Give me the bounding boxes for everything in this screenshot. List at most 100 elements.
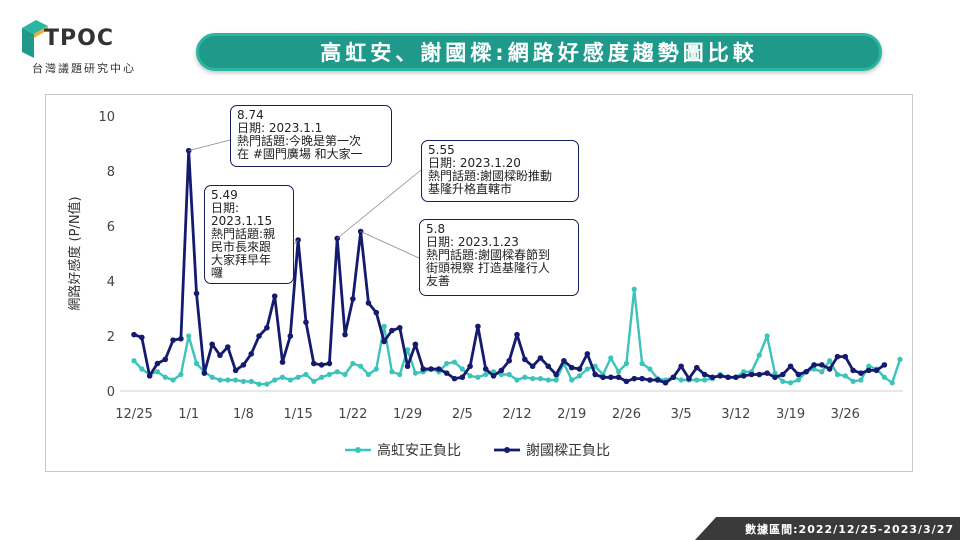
series-2-point xyxy=(787,363,794,370)
series-1-point xyxy=(256,381,262,387)
series-2-point xyxy=(498,367,505,374)
series-1-point xyxy=(264,381,270,387)
annotation-2-date2: 2023.1.15 xyxy=(211,214,273,228)
annotation-4-topic3: 友善 xyxy=(426,274,451,288)
series-2-point xyxy=(756,371,763,378)
series-1-point xyxy=(498,371,504,378)
series-2-point xyxy=(764,370,770,376)
series-2-point xyxy=(592,371,598,378)
series-1-point xyxy=(279,374,286,380)
brand-name: TPOC xyxy=(44,26,114,51)
series-1-point xyxy=(530,376,536,382)
x-tick-label: 1/22 xyxy=(338,407,367,422)
x-tick-label: 2/19 xyxy=(557,407,586,422)
series-2-point xyxy=(834,353,841,360)
annotation-2-date: 日期: xyxy=(211,201,240,215)
series-1-point xyxy=(569,377,575,383)
series-2-point xyxy=(412,341,419,348)
series-2-point xyxy=(373,309,380,316)
title-banner: 高虹安、謝國樑:網路好感度趨勢圖比較 xyxy=(196,33,882,71)
series-1-point xyxy=(248,378,254,384)
series-2-point xyxy=(131,331,137,338)
x-tick-label: 1/8 xyxy=(233,407,254,422)
series-2-point xyxy=(209,341,215,348)
annotation-1-date: 日期: 2023.1.1 xyxy=(237,121,323,135)
series-1-point xyxy=(647,366,653,372)
series-2-point xyxy=(881,362,888,368)
series-2-point xyxy=(865,367,872,374)
series-1-point xyxy=(795,377,801,383)
y-tick-label: 0 xyxy=(107,385,115,400)
series-2-point xyxy=(170,337,176,343)
series-2-point xyxy=(224,344,231,350)
x-tick-label: 3/19 xyxy=(776,407,805,422)
series-2-point xyxy=(537,355,544,361)
y-axis-label: 網路好感度 (P/N值) xyxy=(67,196,83,310)
series-2-point xyxy=(600,374,606,381)
series-2-point xyxy=(873,367,880,374)
series-1-point xyxy=(311,378,317,384)
x-tick-label: 3/26 xyxy=(831,407,860,422)
series-1-point xyxy=(701,377,708,383)
series-1-point xyxy=(225,377,231,383)
series-1-point xyxy=(483,371,489,378)
series-1-point xyxy=(193,360,200,367)
y-tick-label: 6 xyxy=(107,220,115,235)
series-2-point xyxy=(545,363,552,370)
annotation-3-date: 日期: 2023.1.20 xyxy=(428,156,521,170)
data-range-label: 數據區間:2022/12/25-2023/3/27 xyxy=(745,522,954,536)
series-2-point xyxy=(850,367,856,374)
series-1-point xyxy=(326,371,333,378)
series-1-point xyxy=(616,369,622,375)
series-1-point xyxy=(217,377,223,383)
annotation-2-value: 5.49 xyxy=(211,188,238,202)
series-1-point xyxy=(389,369,395,375)
y-tick-label: 10 xyxy=(98,110,115,125)
series-1-point xyxy=(131,358,137,364)
series-2-point xyxy=(232,367,239,374)
series-1-point xyxy=(397,371,403,378)
series-2-point xyxy=(819,362,825,368)
annotation-4-value: 5.8 xyxy=(426,222,446,236)
series-1-point xyxy=(209,374,215,380)
annotation-2-topic2: 民市長來跟 xyxy=(211,240,272,254)
series-1-point xyxy=(514,377,520,383)
series-2-point xyxy=(381,338,387,345)
series-2-point xyxy=(271,293,278,299)
series-2-point xyxy=(748,371,755,378)
series-2-point xyxy=(803,368,810,375)
series-1-point xyxy=(623,360,630,367)
series-2-point xyxy=(279,359,286,365)
series-1-point xyxy=(537,376,544,382)
series-1-point xyxy=(545,377,551,383)
page-title: 高虹安、謝國樑:網路好感度趨勢圖比較 xyxy=(320,41,758,65)
brand-subtitle: 台灣議題研究中心 xyxy=(32,62,136,75)
series-1-point xyxy=(819,369,825,375)
series-2-point xyxy=(670,374,677,381)
series-2-point xyxy=(467,363,473,370)
series-1-point xyxy=(576,373,583,379)
series-2-point xyxy=(678,363,684,370)
series-2-point xyxy=(350,296,356,302)
logo-mark-icon xyxy=(22,20,48,58)
annotation-1-topic: 熱門話題:今晚是第一次 xyxy=(237,134,362,148)
x-tick-label: 2/5 xyxy=(452,407,473,422)
series-2-point xyxy=(490,373,497,379)
series-1-point xyxy=(553,377,559,383)
series-2-point xyxy=(733,374,739,381)
series-1-point xyxy=(295,374,301,380)
series-1-point xyxy=(678,377,684,383)
series-2-point xyxy=(631,375,638,382)
series-2-point xyxy=(201,370,208,376)
series-2-point xyxy=(436,366,442,372)
series-2-point xyxy=(451,375,458,382)
series-1-point xyxy=(451,359,458,365)
series-1-point xyxy=(889,380,895,386)
series-1-point xyxy=(178,371,184,378)
data-range-banner: 數據區間:2022/12/25-2023/3/27 xyxy=(695,517,960,540)
series-2-point xyxy=(146,373,153,379)
annotation-leader-3 xyxy=(336,169,422,239)
series-2-point xyxy=(561,357,567,364)
series-2-point xyxy=(662,379,669,386)
annotation-1-value: 8.74 xyxy=(237,108,264,122)
